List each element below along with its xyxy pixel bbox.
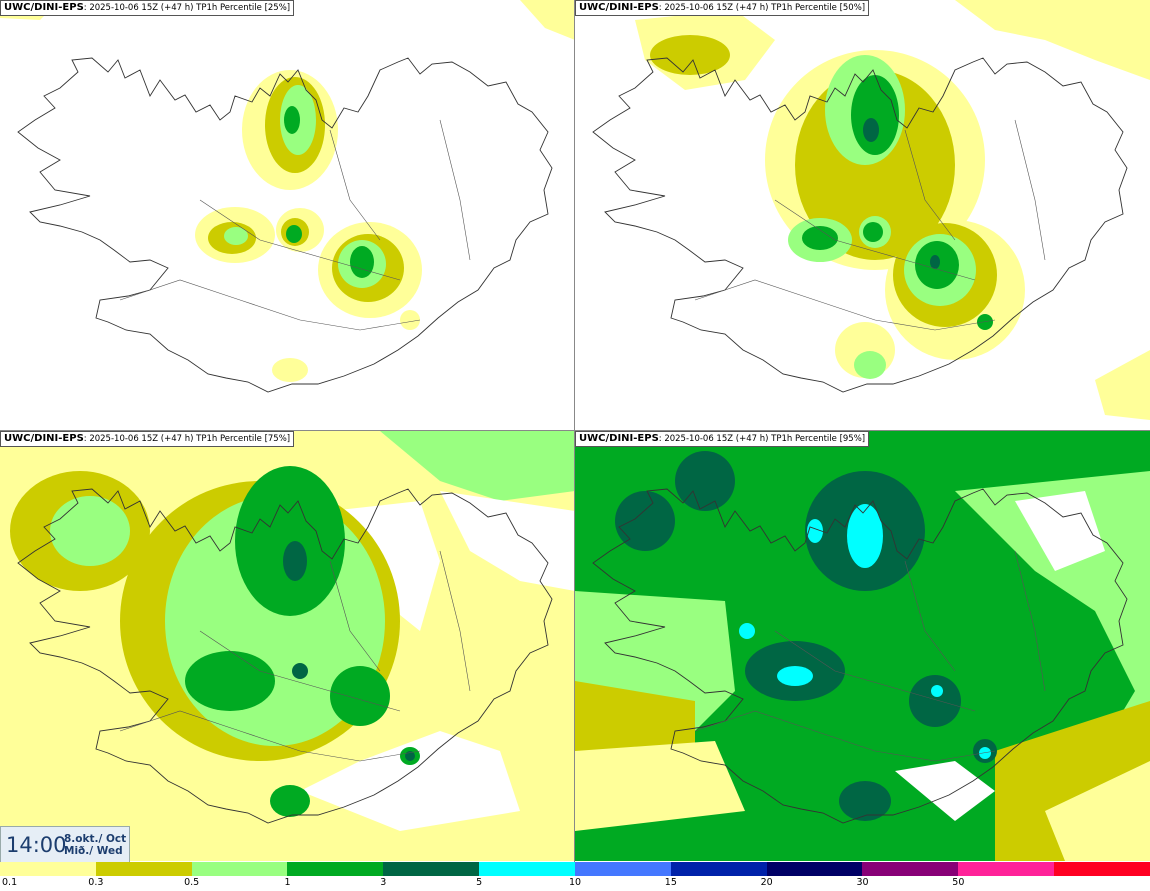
precip-map-p50	[575, 0, 1150, 430]
legend-swatch	[287, 862, 384, 876]
legend-tick-label: 0.5	[184, 877, 200, 888]
legend-tick-label: 1	[284, 877, 291, 888]
panel-divider-vertical	[574, 0, 575, 862]
valid-time: 14:00	[6, 833, 67, 857]
legend-tick-label: 20	[760, 877, 773, 888]
legend-swatch	[766, 862, 863, 876]
legend-swatch	[95, 862, 192, 876]
legend-tick-label: 3	[380, 877, 387, 888]
precip-map-p75	[0, 431, 575, 861]
valid-time-box: 14:00 8.okt./ Oct Mið./ Wed	[0, 826, 130, 864]
legend-ticks: 0.1 0.3 0.5 1 3 5 10 15 20 30 50	[0, 877, 1150, 891]
panel-title: UWC/DINI-EPS: 2025-10-06 15Z (+47 h) TP1…	[0, 431, 295, 447]
precip-map-p95	[575, 431, 1150, 861]
legend-swatch	[1054, 862, 1150, 876]
legend-swatch	[0, 862, 96, 876]
valid-date-line1: 8.okt./ Oct	[64, 833, 127, 845]
color-legend: 0.1 0.3 0.5 1 3 5 10 15 20 30 50	[0, 862, 1150, 891]
valid-date-line2: Mið./ Wed	[64, 845, 123, 857]
panel-title: UWC/DINI-EPS: 2025-10-06 15Z (+47 h) TP1…	[575, 431, 870, 447]
map-panel-p75: UWC/DINI-EPS: 2025-10-06 15Z (+47 h) TP1…	[0, 431, 575, 861]
map-panel-p50: UWC/DINI-EPS: 2025-10-06 15Z (+47 h) TP1…	[575, 0, 1150, 430]
panel-title: UWC/DINI-EPS: 2025-10-06 15Z (+47 h) TP1…	[0, 0, 295, 16]
map-panel-p25: UWC/DINI-EPS: 2025-10-06 15Z (+47 h) TP1…	[0, 0, 575, 430]
legend-tick-label: 10	[568, 877, 582, 888]
legend-tick-label: 30	[856, 877, 869, 888]
legend-swatch	[958, 862, 1055, 876]
legend-tick-label: 0.3	[88, 877, 104, 888]
legend-swatches	[0, 862, 1150, 876]
valid-date: 8.okt./ Oct Mið./ Wed	[64, 833, 126, 857]
legend-swatch	[479, 862, 575, 876]
legend-swatch	[383, 862, 480, 876]
panel-divider-horizontal	[0, 430, 1150, 431]
legend-swatch	[191, 862, 288, 876]
legend-swatch	[862, 862, 959, 876]
legend-tick-label: 50	[952, 877, 965, 888]
precip-map-p25	[0, 0, 575, 430]
panel-title: UWC/DINI-EPS: 2025-10-06 15Z (+47 h) TP1…	[575, 0, 870, 16]
legend-tick-label: 5	[476, 877, 483, 888]
legend-swatch	[670, 862, 767, 876]
legend-swatch	[574, 862, 671, 876]
legend-tick-label: 15	[664, 877, 677, 888]
legend-tick-label: 0.1	[2, 877, 18, 888]
map-panel-p95: UWC/DINI-EPS: 2025-10-06 15Z (+47 h) TP1…	[575, 431, 1150, 861]
